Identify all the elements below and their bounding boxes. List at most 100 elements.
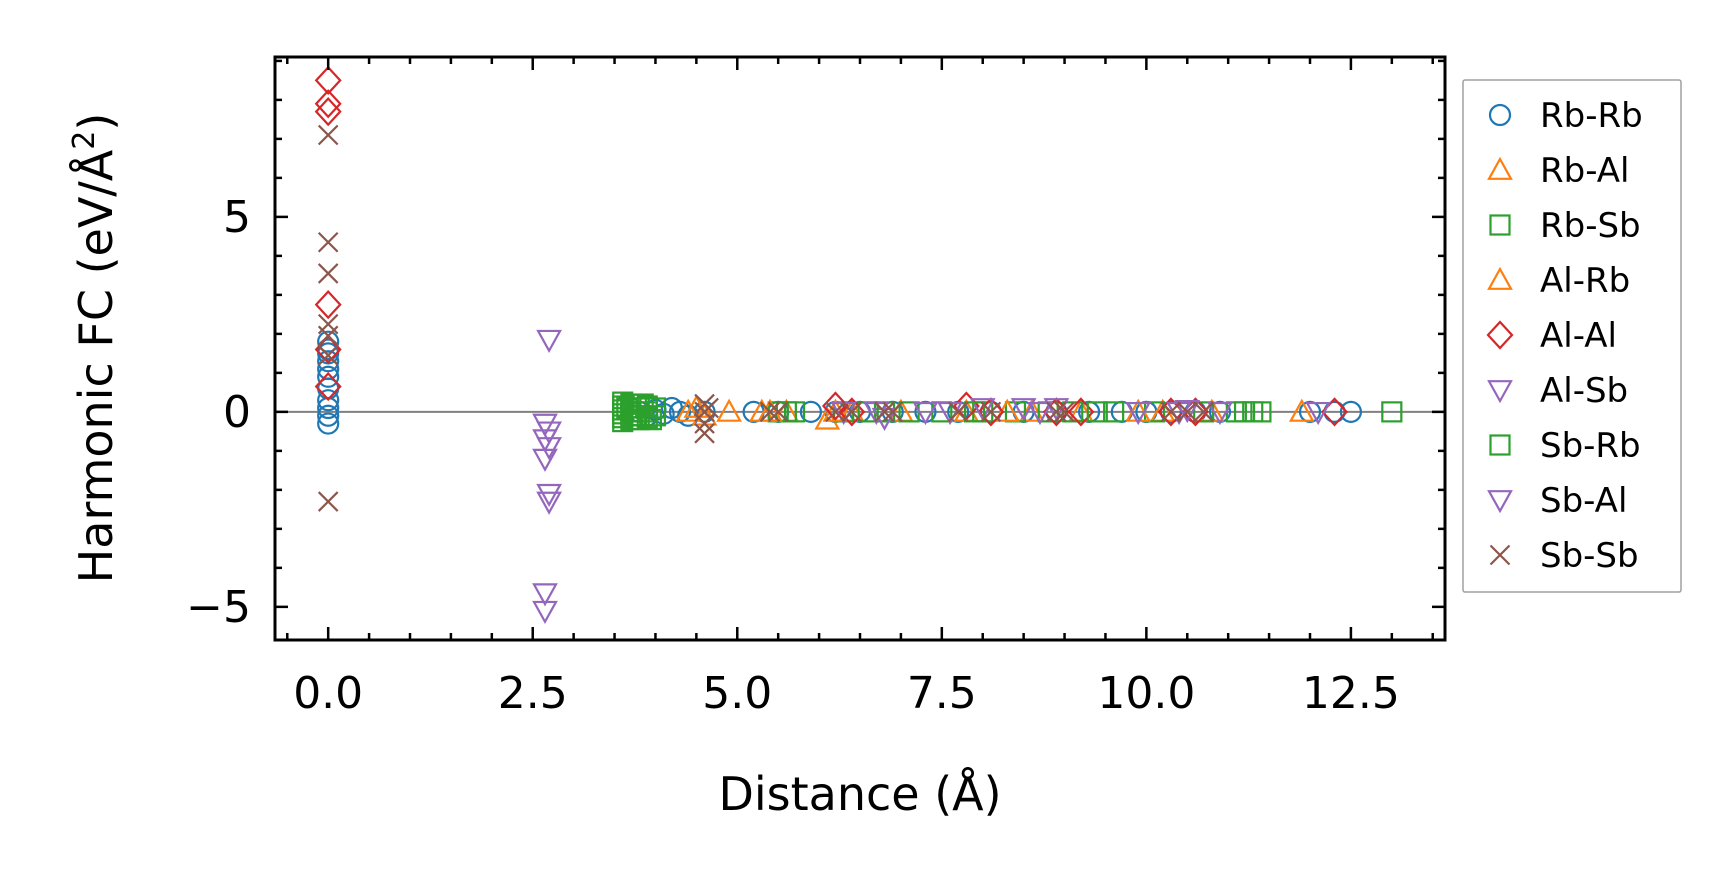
data-point xyxy=(317,491,339,512)
data-point xyxy=(317,124,339,146)
legend-marker xyxy=(1487,490,1513,514)
data-point xyxy=(814,406,841,430)
legend-marker xyxy=(1488,103,1512,127)
legend-marker xyxy=(1487,380,1513,404)
x-axis-label: Distance (Å) xyxy=(718,767,1001,821)
data-point xyxy=(882,401,904,423)
legend-label: Al-Al xyxy=(1540,316,1617,356)
data-point xyxy=(963,401,986,423)
data-point xyxy=(716,398,742,422)
data-point xyxy=(536,329,562,353)
legend-label: Rb-Al xyxy=(1540,151,1629,191)
data-point xyxy=(977,397,1005,427)
legend-marker xyxy=(1486,320,1514,350)
x-tick-label: 5.0 xyxy=(702,668,772,719)
legend-label: Sb-Sb xyxy=(1540,536,1639,576)
legend: Rb-Rb Rb-Al Rb-Sb Al-Rb Al-Al Al-Sb Sb-Rb Sb-Al… xyxy=(1462,79,1682,593)
data-point xyxy=(1381,401,1403,423)
data-point xyxy=(1305,401,1332,426)
data-point xyxy=(799,400,823,423)
data-point xyxy=(317,325,339,347)
data-point xyxy=(1010,398,1037,422)
data-point xyxy=(532,448,558,472)
data-point xyxy=(767,401,789,423)
legend-label: Sb-Rb xyxy=(1540,426,1641,466)
y-tick-label: 5 xyxy=(223,192,251,243)
data-point xyxy=(1160,401,1182,423)
data-point xyxy=(825,401,846,423)
axis-ticks: 0.0 2.5 5.0 7.5 10.0 12.5 −5 0 5 xyxy=(186,57,1445,719)
data-point xyxy=(314,65,342,96)
legend-item: Rb-Rb xyxy=(1488,96,1643,136)
legend-item: Al-Rb xyxy=(1487,261,1630,301)
data-point xyxy=(947,401,969,423)
legend-label: Rb-Rb xyxy=(1540,96,1643,136)
data-point xyxy=(980,401,1002,423)
data-point xyxy=(314,96,342,127)
data-point xyxy=(317,350,340,373)
data-point xyxy=(1027,401,1053,426)
x-tick-label: 10.0 xyxy=(1097,668,1195,719)
data-point xyxy=(698,397,719,419)
data-point xyxy=(532,600,558,625)
x-tick-label: 7.5 xyxy=(907,668,977,719)
data-point xyxy=(841,401,863,423)
y-axis-label: Harmonic FC (eV/Å2) xyxy=(67,113,123,584)
data-point xyxy=(694,423,715,444)
data-point xyxy=(874,401,895,423)
data-point xyxy=(314,371,342,402)
data-point xyxy=(1125,401,1152,426)
data-point xyxy=(675,398,702,422)
legend-item: Sb-Rb xyxy=(1489,426,1641,466)
data-point xyxy=(1159,400,1183,423)
data-point xyxy=(536,483,562,508)
x-tick-label: 0.0 xyxy=(293,668,363,719)
data-point xyxy=(1174,400,1201,424)
data-point xyxy=(1086,401,1108,423)
legend-item: Al-Sb xyxy=(1487,371,1628,411)
legend-marker xyxy=(1489,434,1511,456)
data-point xyxy=(644,405,667,427)
legend-label: Rb-Sb xyxy=(1540,206,1641,246)
legend-label: Sb-Al xyxy=(1540,481,1627,521)
data-point xyxy=(912,401,939,426)
data-point xyxy=(317,365,340,388)
data-point xyxy=(317,412,340,435)
data-point xyxy=(314,89,342,119)
legend-marker xyxy=(1489,214,1511,236)
data-point xyxy=(1054,401,1075,423)
data-point xyxy=(317,263,339,284)
data-point xyxy=(616,397,638,419)
data-point xyxy=(759,401,781,423)
legend-item: Al-Al xyxy=(1486,316,1617,356)
data-point xyxy=(1103,401,1125,423)
data-point xyxy=(1046,401,1067,423)
data-point xyxy=(536,437,562,461)
x-tick-label: 12.5 xyxy=(1302,668,1400,719)
data-point xyxy=(640,409,662,431)
data-point xyxy=(694,413,715,434)
legend-label: Al-Sb xyxy=(1540,371,1628,411)
legend-marker xyxy=(1487,266,1513,290)
legend-frame xyxy=(1462,79,1682,593)
legend-label: Al-Rb xyxy=(1540,261,1630,301)
data-point xyxy=(624,405,646,427)
data-point xyxy=(1339,400,1363,423)
data-point xyxy=(314,290,342,320)
data-point xyxy=(1176,401,1198,423)
data-point xyxy=(1207,401,1233,426)
data-point xyxy=(1018,398,1045,422)
legend-marker xyxy=(1489,544,1511,566)
data-point xyxy=(536,491,562,515)
data-point xyxy=(1288,398,1315,422)
data-point xyxy=(783,401,806,423)
data-point xyxy=(1193,401,1214,423)
legend-item: Rb-Sb xyxy=(1489,206,1641,246)
data-points xyxy=(314,65,1403,625)
legend-item: Rb-Al xyxy=(1487,151,1629,191)
x-tick-label: 2.5 xyxy=(498,668,568,719)
data-point xyxy=(821,391,849,421)
data-point xyxy=(632,393,654,415)
data-point xyxy=(532,583,558,607)
